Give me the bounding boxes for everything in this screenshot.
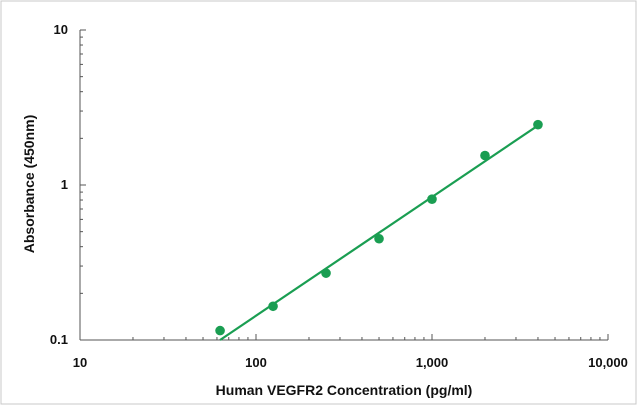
x-tick-label: 10 xyxy=(73,355,87,370)
y-tick-label: 0.1 xyxy=(50,332,68,347)
x-tick-label: 10,000 xyxy=(588,355,628,370)
data-point xyxy=(268,301,278,312)
data-point xyxy=(427,194,437,204)
data-points xyxy=(215,119,543,336)
x-tick-label: 100 xyxy=(245,355,267,370)
y-tick-label: 1 xyxy=(61,177,68,192)
y-axis-title: Absorbance (450nm) xyxy=(21,115,37,253)
ticks: 0.1 1 10 10 100 1,000 10,000 xyxy=(50,22,628,370)
data-point xyxy=(215,325,225,336)
x-axis-title: Human VEGFR2 Concentration (pg/ml) xyxy=(216,382,473,398)
y-tick-label: 10 xyxy=(54,22,68,37)
data-point xyxy=(480,150,490,161)
data-point xyxy=(533,119,543,130)
data-point xyxy=(321,268,331,278)
data-point xyxy=(374,233,384,244)
x-tick-label: 1,000 xyxy=(416,355,449,370)
